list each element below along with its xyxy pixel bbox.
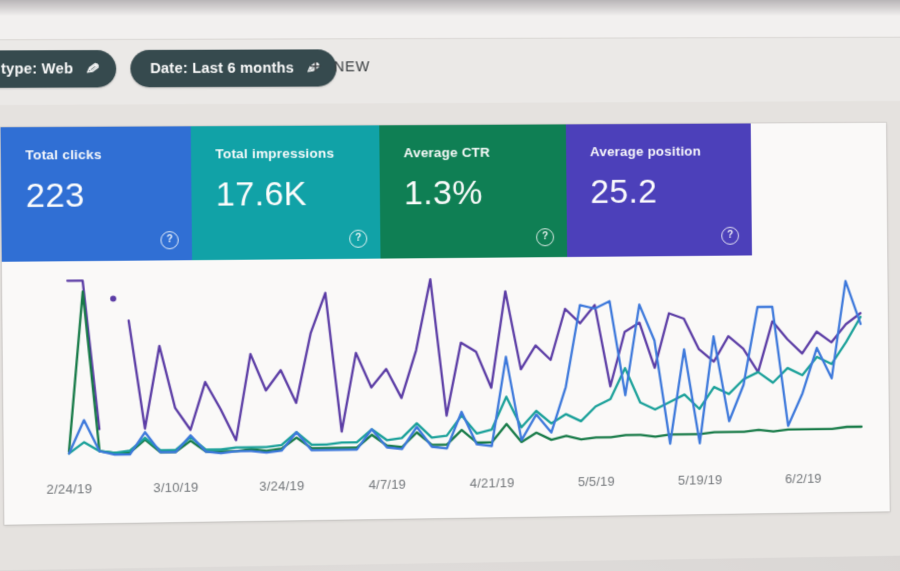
card-value: 25.2 [590,172,751,212]
performance-panel: Total clicks 223 ? Total impressions 17.… [1,123,890,525]
x-axis-label: 5/19/19 [678,472,722,488]
help-icon[interactable]: ? [536,228,554,246]
performance-chart: 2/24/19 3/10/19 3/24/19 4/7/19 4/21/19 5/5/19… [2,258,888,518]
summary-cards: Total clicks 223 ? Total impressions 17.… [1,123,888,262]
isolated-data-point [110,296,116,302]
search-console-performance-page: type: Web ✎ Date: Last 6 months ✎ + NEW … [0,0,897,556]
filter-bar: type: Web ✎ Date: Last 6 months ✎ + NEW … [0,37,900,106]
plus-icon: + [309,57,322,77]
series-line-average-ctr [67,284,861,453]
filter-chip-search-type-label: type: Web [1,61,73,77]
x-axis-label: 3/10/19 [153,480,199,496]
edit-pencil-icon[interactable]: ✎ [84,58,100,80]
filter-chip-date-range[interactable]: Date: Last 6 months ✎ [131,49,337,87]
card-value: 1.3% [404,173,567,213]
filter-chips: type: Web ✎ Date: Last 6 months ✎ [0,49,337,88]
help-icon[interactable]: ? [349,230,367,248]
card-total-clicks[interactable]: Total clicks 223 ? [1,126,193,261]
card-value: 223 [26,176,192,216]
x-axis-label: 3/24/19 [259,478,304,494]
top-strip [0,0,900,39]
x-axis-label: 4/7/19 [368,477,406,493]
cards-row-filler [751,123,888,256]
card-average-ctr[interactable]: Average CTR 1.3% ? [379,124,567,258]
card-average-position[interactable]: Average position 25.2 ? [566,123,752,257]
x-axis-label: 2/24/19 [46,481,92,497]
x-axis-label: 6/2/19 [785,471,822,486]
help-icon[interactable]: ? [160,231,178,249]
card-label: Total clicks [25,146,191,162]
content-area: Total clicks 223 ? Total impressions 17.… [0,101,900,571]
x-axis-label: 4/21/19 [470,475,515,491]
card-label: Average position [590,143,751,159]
card-label: Average CTR [403,144,566,160]
card-label: Total impressions [215,145,379,161]
new-filter-button-label: NEW [334,59,371,75]
series-line-total-clicks [67,281,861,455]
help-icon[interactable]: ? [721,227,739,245]
performance-chart-svg [2,258,887,480]
new-filter-button[interactable]: + NEW [309,57,370,77]
filter-chip-date-range-label: Date: Last 6 months [150,60,294,77]
card-total-impressions[interactable]: Total impressions 17.6K ? [191,125,381,260]
filter-chip-search-type[interactable]: type: Web ✎ [0,50,117,88]
x-axis-label: 5/5/19 [578,474,615,489]
card-value: 17.6K [216,174,381,214]
